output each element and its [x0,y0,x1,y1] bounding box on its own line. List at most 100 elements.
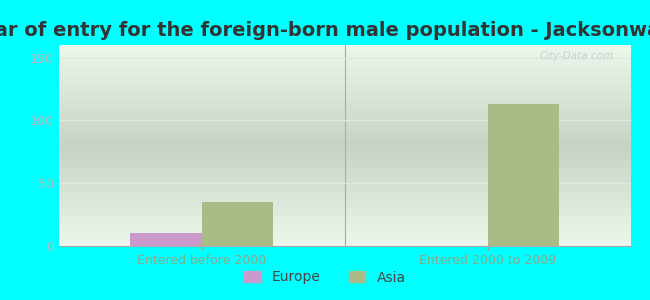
Bar [58,81,630,83]
Bar [58,214,630,216]
Bar [58,176,630,178]
Bar [58,149,630,152]
Bar [58,178,630,180]
Bar [58,244,630,246]
Bar [58,152,630,154]
Bar [58,59,630,61]
Bar [58,85,630,87]
Bar [58,240,630,242]
Bar [58,164,630,166]
Bar [58,148,630,149]
Bar [58,220,630,222]
Bar [58,234,630,236]
Bar [58,69,630,71]
Bar [58,105,630,107]
Bar [58,168,630,169]
Bar [130,233,202,246]
Bar [58,113,630,115]
Bar [58,204,630,206]
Bar [58,79,630,81]
Bar [58,206,630,208]
Bar [58,87,630,89]
Bar [58,101,630,103]
Bar [58,158,630,160]
Bar [58,232,630,234]
Bar [58,119,630,122]
Bar [58,196,630,198]
Bar [58,89,630,91]
Bar [58,135,630,137]
Bar [58,238,630,240]
Bar [58,182,630,184]
Bar [58,184,630,186]
Bar [58,200,630,202]
Bar [58,93,630,95]
Bar [58,154,630,155]
Bar [58,65,630,67]
Bar [58,67,630,69]
Bar [58,190,630,192]
Bar [58,49,630,51]
Bar [58,140,630,142]
Bar [488,104,559,246]
Bar [58,111,630,113]
Bar [58,99,630,101]
Bar [58,91,630,93]
Bar [58,224,630,226]
Bar [58,194,630,196]
Bar [58,57,630,59]
Bar [58,142,630,143]
Bar [58,103,630,105]
Bar [58,73,630,75]
Bar [58,155,630,158]
Bar [58,242,630,244]
Bar [58,51,630,53]
Bar [58,122,630,123]
Bar [58,172,630,174]
Bar [58,123,630,125]
Legend: Europe, Asia: Europe, Asia [239,265,411,290]
Bar [58,188,630,190]
Bar [58,117,630,119]
Bar [58,71,630,73]
Bar [58,226,630,228]
Bar [58,45,630,47]
Bar [58,198,630,200]
Bar [58,83,630,85]
Bar [58,143,630,146]
Bar [58,230,630,232]
Bar [58,160,630,162]
Bar [58,137,630,140]
Bar [58,212,630,214]
Bar [58,129,630,131]
Text: City-Data.com: City-Data.com [540,51,614,61]
Bar [58,125,630,128]
Bar [58,186,630,188]
Bar [58,77,630,79]
Bar [58,222,630,224]
Bar [58,53,630,55]
Bar [58,55,630,57]
Bar [58,174,630,176]
Bar [58,210,630,212]
Text: Year of entry for the foreign-born male population - Jacksonwald: Year of entry for the foreign-born male … [0,21,650,40]
Bar [58,97,630,99]
Bar [58,107,630,109]
Bar [58,61,630,63]
Bar [58,95,630,97]
Bar [58,192,630,194]
Bar [58,109,630,111]
Bar [58,131,630,134]
Bar [58,228,630,230]
Bar [58,63,630,65]
Bar [58,75,630,77]
Bar [58,208,630,210]
Bar [202,202,273,246]
Bar [58,180,630,182]
Bar [58,166,630,168]
Bar [58,218,630,220]
Bar [58,146,630,148]
Bar [58,216,630,218]
Bar [58,134,630,135]
Bar [58,202,630,204]
